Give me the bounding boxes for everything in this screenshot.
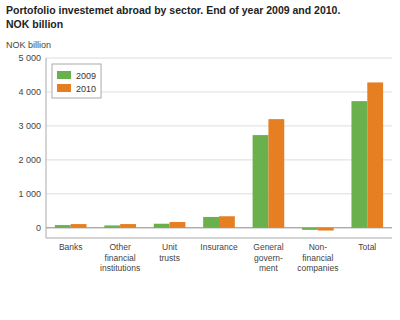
x-tick-label-line: trusts xyxy=(159,253,180,263)
x-tick-label-line: Non- xyxy=(309,242,328,252)
bar xyxy=(367,82,383,227)
y-tick-label: 5 000 xyxy=(18,53,41,63)
x-tick-label: Insurance xyxy=(200,242,238,252)
x-tick-label-line: financial xyxy=(302,253,333,263)
bar xyxy=(104,225,120,227)
legend-label: 2009 xyxy=(76,71,96,81)
bar xyxy=(71,224,87,228)
bars xyxy=(55,82,383,230)
bar xyxy=(351,101,367,228)
x-tick-label: Banks xyxy=(59,242,83,252)
y-tick-label: 0 xyxy=(36,223,41,233)
x-tick-label-line: ment xyxy=(259,263,279,273)
grid-line xyxy=(46,159,392,160)
legend-box xyxy=(52,64,101,98)
grid xyxy=(46,58,392,228)
x-tick-label-line: Insurance xyxy=(200,242,238,252)
y-axis-line xyxy=(46,58,47,238)
legend-swatch xyxy=(57,84,71,92)
grid-line xyxy=(46,125,392,126)
subtitle: NOK billion xyxy=(6,18,63,30)
chart: Portofolio investemet abroad by sector. … xyxy=(0,0,400,320)
bar xyxy=(154,224,170,228)
legend-swatch xyxy=(57,71,71,79)
x-tick-label-line: Other xyxy=(110,242,131,252)
grid-line xyxy=(46,58,392,59)
x-tick-label: Non-financialcompanies xyxy=(297,242,338,273)
x-tick-label-line: govern- xyxy=(254,253,283,263)
x-tick-label: Generalgovern-ment xyxy=(253,242,283,273)
y-axis-label: NOK billion xyxy=(6,40,51,50)
bar xyxy=(302,228,318,230)
bar xyxy=(120,224,136,228)
bar xyxy=(55,225,71,228)
bar xyxy=(318,228,334,231)
legend: 2009 2010 xyxy=(52,64,101,98)
y-tick-label: 3 000 xyxy=(18,121,41,131)
grid-line xyxy=(46,193,392,194)
x-tick-label-line: financial xyxy=(105,253,136,263)
y-tick-label: 4 000 xyxy=(18,87,41,97)
x-tick-label-line: General xyxy=(253,242,283,252)
x-tick-label-line: Total xyxy=(358,242,376,252)
x-tick-label-line: Banks xyxy=(59,242,83,252)
y-tick-label: 2 000 xyxy=(18,155,41,165)
legend-label: 2010 xyxy=(76,84,96,94)
title: Portofolio investemet abroad by sector. … xyxy=(6,4,340,16)
x-axis-line xyxy=(46,238,392,239)
bar xyxy=(203,217,219,228)
x-tick-label-line: Unit xyxy=(162,242,178,252)
x-tick-label: Unittrusts xyxy=(159,242,180,263)
x-tick-label-line: institutions xyxy=(100,263,140,273)
x-tick-label-line: companies xyxy=(297,263,338,273)
bar xyxy=(170,222,186,228)
x-tick-label: Otherfinancialinstitutions xyxy=(100,242,140,273)
bar xyxy=(268,119,284,228)
bar xyxy=(253,135,269,228)
y-tick-label: 1 000 xyxy=(18,189,41,199)
x-tick-label: Total xyxy=(358,242,376,252)
bar xyxy=(219,216,235,228)
